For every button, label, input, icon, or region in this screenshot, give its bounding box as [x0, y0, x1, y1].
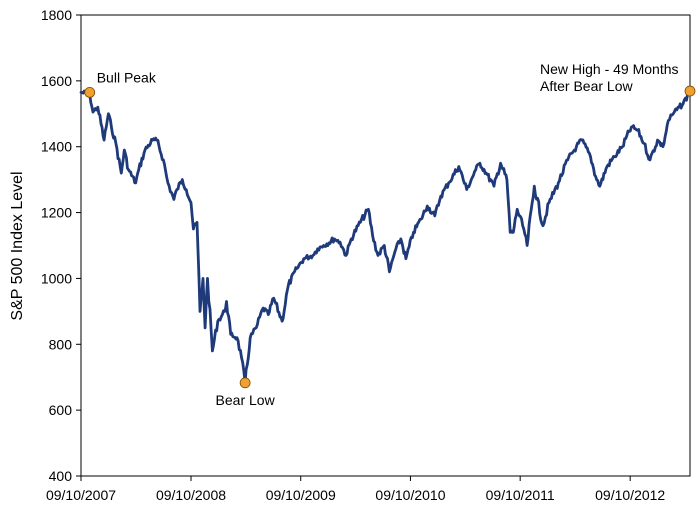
annotation-label: Bull Peak: [97, 69, 157, 85]
x-tick-label: 09/10/2007: [46, 487, 116, 503]
series-group: [79, 89, 692, 385]
annotation-marker: [84, 86, 96, 98]
y-tick-label: 800: [49, 336, 73, 352]
y-axis-ticks: 400 600 800 1000 1200 1400 1600 1800: [41, 7, 81, 484]
y-tick-label: 1600: [41, 73, 72, 89]
y-tick-label: 1400: [41, 139, 72, 155]
plot-area-frame: [80, 14, 691, 477]
y-tick-label: 600: [49, 402, 73, 418]
series-line: [79, 89, 692, 385]
annotation-label: After Bear Low: [540, 78, 633, 94]
x-tick-label: 09/10/2012: [595, 487, 665, 503]
x-tick-label: 09/10/2011: [486, 487, 555, 503]
annotation-marker: [239, 377, 251, 389]
y-tick-label: 1200: [41, 205, 72, 221]
y-axis-label: S&P 500 Index Level: [9, 171, 26, 320]
annotation-label: New High - 49 Months: [540, 61, 679, 77]
annotation-label: Bear Low: [216, 392, 276, 408]
x-axis-ticks: 09/10/2007 09/10/2008 09/10/2009 09/10/2010…: [46, 476, 665, 503]
annotation-markers: Bull Peak Bear Low New High - 49 MonthsAft…: [84, 61, 696, 408]
y-tick-label: 400: [49, 468, 73, 484]
y-tick-label: 1800: [41, 7, 72, 23]
x-tick-label: 09/10/2010: [375, 487, 445, 503]
annotation-marker: [684, 85, 696, 97]
x-tick-label: 09/10/2008: [156, 487, 226, 503]
y-tick-label: 1000: [41, 270, 72, 286]
x-tick-label: 09/10/2009: [266, 487, 336, 503]
